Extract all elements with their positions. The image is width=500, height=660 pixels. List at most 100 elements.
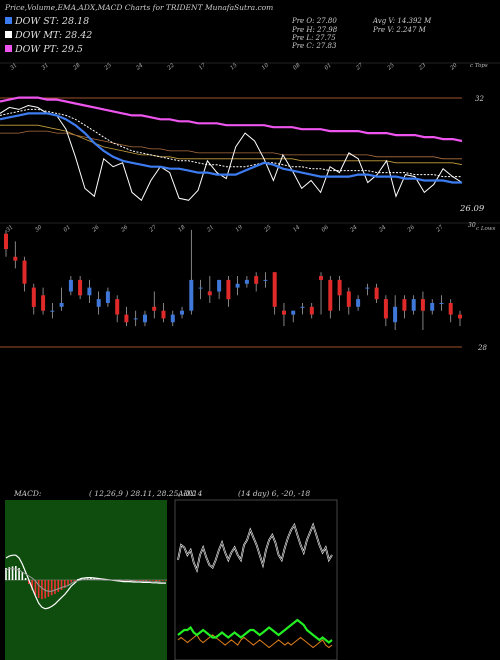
chart-title: Price,Volume,EMA,ADX,MACD Charts for TRI… (4, 3, 273, 12)
top-date-label: 10 (261, 62, 271, 71)
candle-body (198, 287, 203, 289)
top-corner-label: c Tops (470, 63, 488, 69)
legend-mt-label: DOW MT: 28.42 (14, 30, 92, 41)
candle-body (272, 272, 277, 307)
stat-high: Pre H: 27.98 (291, 26, 338, 34)
candle-body (161, 310, 166, 319)
legend-swatch-pt (5, 45, 12, 52)
legend-st-label: DOW ST: 28.18 (14, 16, 89, 27)
mid-top-label: 30 (468, 222, 476, 229)
mid-date-label: 01 (63, 224, 72, 233)
candle-body (346, 291, 351, 307)
candle-body (170, 314, 175, 323)
candle-body (374, 287, 379, 300)
candle-body (180, 310, 184, 315)
candle-body (189, 279, 194, 311)
top-date-label: 15 (229, 62, 239, 71)
candle-body (356, 299, 361, 307)
candle-body (78, 279, 83, 296)
candle-body (337, 279, 342, 296)
candle-body (226, 279, 231, 300)
legend-swatch-st (5, 17, 12, 24)
stat-pre-volume: Pre V: 2.247 M (372, 26, 427, 34)
series-line-price (0, 104, 463, 202)
candle-body (309, 306, 314, 315)
legend-swatch-mt (5, 31, 12, 38)
macd-panel: MACD: ( 12,26,9 ) 28.11, 28.25, -0.14 (5, 489, 203, 660)
top-date-label: 27 (354, 62, 364, 72)
candle-body (291, 310, 296, 315)
candle-body (13, 256, 18, 261)
candle-body (207, 291, 212, 296)
mid-date-label: 14 (292, 224, 302, 233)
candle-body (217, 279, 222, 292)
macd-line-signal (5, 568, 166, 592)
candle-body (254, 276, 259, 284)
top-date-label: 25 (103, 62, 113, 72)
candle-body (328, 279, 333, 311)
adx-label: ADX (177, 489, 195, 498)
candle-body (235, 283, 240, 288)
top-date-label: 17 (198, 62, 208, 71)
top-low-label: 26.09 (459, 204, 485, 214)
mid-date-label: 30 (34, 224, 44, 233)
series-line-dow-pt (0, 96, 463, 143)
top-date-label: 23 (417, 62, 427, 72)
macd-label: MACD: (13, 489, 42, 498)
mid-corner-label: c Lows (476, 226, 496, 232)
candle-body (383, 299, 388, 319)
candle-body (87, 287, 92, 296)
candle-body (420, 299, 425, 311)
mid-date-label: 26 (406, 224, 416, 234)
candle-body (152, 306, 157, 311)
adx-params: (14 day) 6, -20, -18 (238, 489, 310, 498)
adx-panel: ADX (14 day) 6, -20, -18 (174, 489, 338, 660)
series-line-dow-st (0, 112, 462, 184)
candle-body (393, 306, 398, 323)
candle-body (319, 276, 323, 280)
candle-body (402, 299, 407, 311)
candle-body (365, 287, 370, 289)
top-date-label: 08 (292, 62, 302, 71)
candle-body (282, 310, 286, 315)
candle-body (59, 303, 64, 307)
top-level-label: 32 (475, 95, 484, 103)
mid-level-label: 28 (477, 344, 487, 352)
candle-body (244, 279, 249, 284)
candle-body (143, 314, 147, 323)
mid-date-label: 25 (263, 224, 273, 234)
legend-pt-label: DOW PT: 29.5 (14, 44, 83, 55)
candle-panel: 30 c Lows 28 31 30 01 26 26 27 18 21 19 25 14 06 24 2… (0, 222, 500, 352)
adx-line-minus (177, 634, 333, 649)
mid-date-label: 19 (235, 224, 245, 233)
candle-body (31, 287, 36, 307)
stat-open: Pre O: 27.80 (291, 17, 337, 25)
mid-date-label: 24 (349, 224, 359, 234)
mid-date-label: 26 (119, 224, 129, 234)
mid-date-label: 27 (148, 224, 158, 234)
candle-body (458, 314, 462, 319)
candle-body (96, 299, 101, 307)
mid-date-label: 21 (205, 224, 215, 234)
candle-body (300, 306, 305, 308)
mid-date-label: 24 (377, 224, 387, 234)
mid-date-label: 06 (321, 224, 331, 233)
series-line-dow-mt (0, 108, 462, 178)
candle-body (41, 295, 46, 311)
mid-date-label: 31 (5, 224, 14, 233)
candle-body (105, 291, 110, 303)
mid-date-label: 27 (435, 224, 445, 234)
mid-date-label: 18 (177, 224, 187, 233)
stat-close: Pre C: 27.83 (291, 42, 337, 50)
mid-date-label: 26 (91, 224, 101, 234)
price-ema-panel: c Tops 32 26.09 31 31 28 25 24 22 17 15 10 08 01 27… (0, 62, 500, 214)
top-date-label: 20 (449, 62, 459, 72)
top-date-label: 31 (41, 62, 50, 71)
adx-line-plus (177, 618, 333, 644)
candle-body (115, 299, 120, 315)
top-date-label: 25 (386, 62, 396, 72)
series-line-ema-long-2 (0, 130, 462, 160)
candle-body (439, 303, 444, 304)
candle-body (68, 279, 73, 292)
